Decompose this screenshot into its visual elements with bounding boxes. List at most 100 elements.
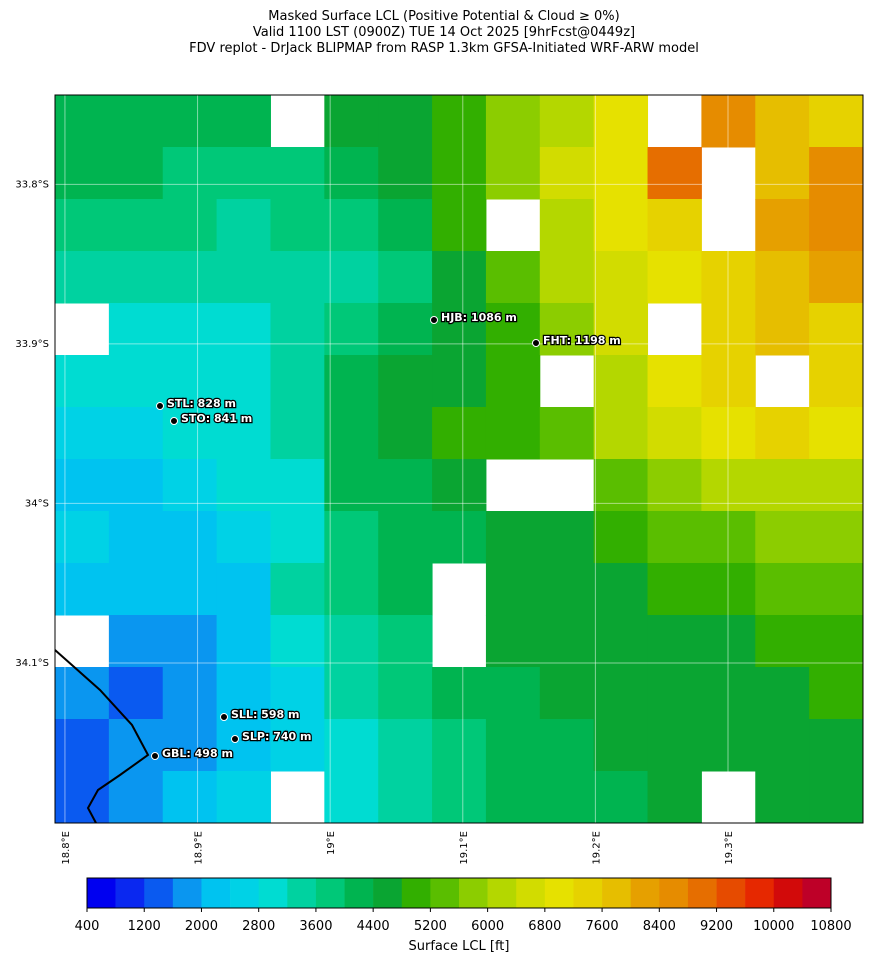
lcl-cell <box>216 615 271 668</box>
lon-label: 19.3°E <box>724 831 735 865</box>
lcl-cell <box>485 95 541 148</box>
lcl-cell <box>809 667 864 720</box>
lcl-cell <box>701 407 756 460</box>
lcl-cell <box>593 355 649 408</box>
lcl-cell <box>647 459 702 512</box>
lat-label: 33.8°S <box>15 179 49 190</box>
colorbar-tick-label: 400 <box>75 919 100 934</box>
lcl-cell <box>162 407 218 460</box>
lcl-cell <box>701 95 756 148</box>
station-dot <box>430 316 438 324</box>
lcl-cell <box>809 771 864 824</box>
lcl-cell <box>162 303 218 356</box>
colorbar-swatch <box>430 878 460 908</box>
lcl-cell <box>55 511 110 564</box>
lcl-cell <box>216 199 271 252</box>
lcl-cell <box>647 667 702 720</box>
lcl-cell <box>378 771 433 824</box>
lcl-cell <box>55 667 110 720</box>
lcl-cell <box>809 615 864 668</box>
lcl-cell <box>647 355 702 408</box>
stations: HJB: 1086 m FHT: 1198 m STL: 828 m STO: 841… <box>151 310 622 761</box>
lcl-cell <box>755 771 810 824</box>
lcl-cell <box>108 511 164 564</box>
lcl-cell <box>432 251 487 304</box>
lcl-cell <box>755 459 810 512</box>
map-frame <box>54 94 864 824</box>
lon-label: 18.8°E <box>61 831 72 865</box>
lcl-cell <box>755 199 810 252</box>
lcl-cell <box>324 719 379 772</box>
colorbar-tick-label: 2000 <box>185 919 218 934</box>
lcl-cell <box>539 667 595 720</box>
colorbar-swatch <box>172 878 202 908</box>
lcl-cell <box>485 355 541 408</box>
colorbar-tick-label: 9200 <box>700 919 733 934</box>
lcl-cell <box>162 615 218 668</box>
lcl-cell <box>324 667 379 720</box>
colorbar-swatch <box>487 878 517 908</box>
lcl-cell <box>378 407 433 460</box>
lat-label: 33.9°S <box>15 339 49 350</box>
lcl-cell <box>701 303 756 356</box>
colorbar: 400 1200 2000 2800 3600 4400 5200 6000 6800 7600 8… <box>75 877 852 934</box>
lcl-cell <box>701 459 756 512</box>
lcl-cell <box>108 615 164 668</box>
lcl-cell <box>485 147 541 200</box>
lcl-cell <box>216 303 271 356</box>
lcl-cell <box>593 511 649 564</box>
lcl-cell <box>809 459 864 512</box>
lcl-cell <box>324 771 379 824</box>
lcl-cell <box>162 251 218 304</box>
lon-label: 19°E <box>326 831 337 855</box>
lcl-cell <box>755 147 810 200</box>
lcl-cell <box>378 511 433 564</box>
lcl-cell <box>593 199 649 252</box>
lcl-cell <box>593 147 649 200</box>
lcl-cell <box>108 147 164 200</box>
lcl-cell <box>324 459 379 512</box>
lcl-cell <box>108 459 164 512</box>
colorbar-swatch <box>459 878 488 908</box>
lcl-cell <box>55 355 110 408</box>
colorbar-swatch <box>201 878 231 908</box>
lcl-cell <box>324 407 379 460</box>
lcl-cell <box>432 511 487 564</box>
station-dot <box>170 417 178 425</box>
lcl-cell <box>378 667 433 720</box>
lcl-cell <box>539 563 595 616</box>
lcl-cell <box>485 719 541 772</box>
lcl-cell <box>809 407 864 460</box>
colorbar-swatch <box>87 878 116 908</box>
lcl-cell <box>324 251 379 304</box>
lcl-cell <box>324 303 379 356</box>
lon-label: 18.9°E <box>194 831 205 865</box>
lcl-cell <box>755 511 810 564</box>
lcl-cell <box>378 147 433 200</box>
colorbar-tick-label: 10000 <box>753 919 794 934</box>
station-dot <box>231 735 239 743</box>
lcl-cell <box>593 407 649 460</box>
lcl-cell <box>485 303 541 356</box>
lcl-cell <box>270 303 325 356</box>
colorbar-swatch <box>802 878 832 908</box>
lcl-cell <box>647 563 702 616</box>
lcl-cell <box>378 615 433 668</box>
lcl-cell <box>432 667 487 720</box>
lcl-cell <box>270 355 325 408</box>
colorbar-tick-label: 2800 <box>242 919 275 934</box>
lcl-cell <box>162 719 218 772</box>
coastline <box>54 649 150 824</box>
lcl-cell <box>809 511 864 564</box>
lcl-cell <box>216 407 271 460</box>
lcl-cell <box>162 563 218 616</box>
lcl-cell <box>324 615 379 668</box>
lcl-cell <box>701 615 756 668</box>
colorbar-tick-label: 8400 <box>643 919 676 934</box>
station-dot <box>151 752 159 760</box>
lcl-cell <box>809 95 864 148</box>
lcl-cell <box>162 667 218 720</box>
lcl-cell <box>809 355 864 408</box>
lcl-cell <box>108 95 164 148</box>
lcl-cell <box>55 563 110 616</box>
